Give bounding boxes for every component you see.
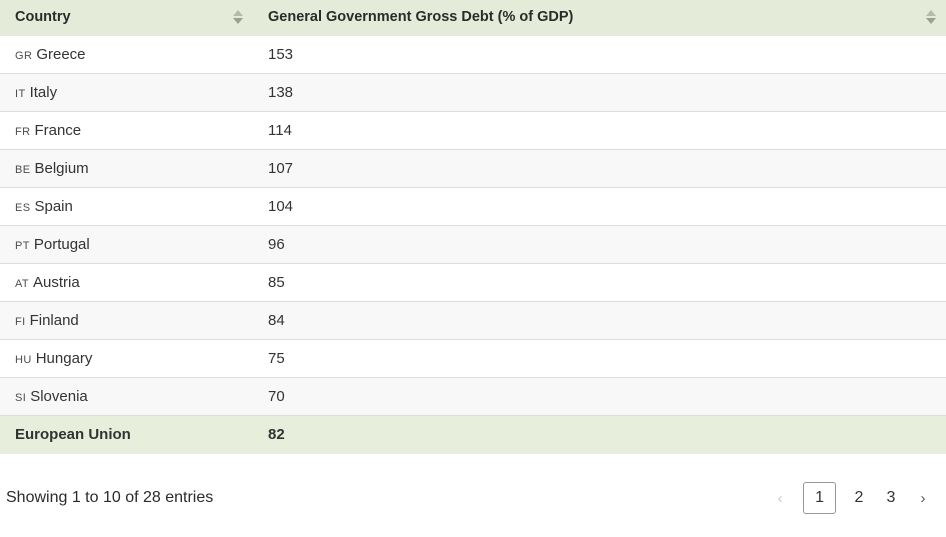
- column-header-country-label: Country: [15, 9, 71, 26]
- table-header: Country General Government Gross Debt (%…: [0, 0, 946, 35]
- country-code: IT: [15, 87, 26, 100]
- country-name: Slovenia: [30, 387, 88, 405]
- page-button-2[interactable]: 2: [854, 489, 864, 506]
- country-name: Austria: [33, 273, 80, 291]
- country-name: Italy: [29, 83, 58, 101]
- table-row: FR France 114: [0, 110, 946, 149]
- country-name: Portugal: [33, 235, 90, 253]
- table-row: IT Italy 138: [0, 72, 946, 111]
- country-code: BE: [15, 163, 31, 176]
- country-name: Hungary: [35, 349, 93, 367]
- column-header-debt-label: General Government Gross Debt (% of GDP): [268, 9, 574, 26]
- country-code: ES: [15, 201, 31, 214]
- table-row: ES Spain 104: [0, 186, 946, 225]
- debt-value: 70: [253, 376, 946, 415]
- country-name: Spain: [34, 197, 73, 215]
- table-row: AT Austria 85: [0, 262, 946, 301]
- debt-value: 153: [253, 34, 946, 73]
- debt-value: 104: [253, 186, 946, 225]
- debt-value: 138: [253, 72, 946, 111]
- column-header-debt[interactable]: General Government Gross Debt (% of GDP): [253, 0, 946, 35]
- table-row: BE Belgium 107: [0, 148, 946, 187]
- country-name: France: [34, 121, 82, 139]
- table-row: FI Finland 84: [0, 300, 946, 339]
- country-code: AT: [15, 277, 30, 290]
- country-code: FR: [15, 125, 31, 138]
- debt-value: 84: [253, 300, 946, 339]
- country-code: SI: [15, 391, 27, 404]
- sort-icon: [926, 10, 936, 25]
- country-code: FI: [15, 315, 26, 328]
- country-code: GR: [15, 49, 33, 62]
- summary-row-european-union: European Union 82: [0, 414, 946, 454]
- entries-info: Showing 1 to 10 of 28 entries: [6, 489, 214, 506]
- table-row: GR Greece 153: [0, 34, 946, 73]
- pagination: ‹ 1 2 3 ›: [767, 482, 936, 514]
- summary-label: European Union: [0, 414, 253, 454]
- table-footer: Showing 1 to 10 of 28 entries ‹ 1 2 3 ›: [0, 482, 946, 514]
- summary-value: 82: [253, 414, 946, 454]
- debt-value: 114: [253, 110, 946, 149]
- page-button-1[interactable]: 1: [803, 482, 836, 514]
- debt-value: 96: [253, 224, 946, 263]
- country-code: PT: [15, 239, 30, 252]
- country-code: HU: [15, 353, 32, 366]
- table-row: PT Portugal 96: [0, 224, 946, 263]
- table-row: SI Slovenia 70: [0, 376, 946, 415]
- debt-value: 85: [253, 262, 946, 301]
- country-name: Belgium: [34, 159, 89, 177]
- page-button-3[interactable]: 3: [886, 489, 896, 506]
- country-name: Finland: [29, 311, 79, 329]
- sort-icon: [233, 10, 243, 25]
- country-name: Greece: [36, 45, 86, 63]
- table-row: HU Hungary 75: [0, 338, 946, 377]
- debt-value: 75: [253, 338, 946, 377]
- previous-page-button[interactable]: ‹: [777, 489, 783, 507]
- debt-value: 107: [253, 148, 946, 187]
- debt-table: Country General Government Gross Debt (%…: [0, 0, 946, 454]
- next-page-button[interactable]: ›: [920, 489, 926, 507]
- column-header-country[interactable]: Country: [0, 0, 253, 35]
